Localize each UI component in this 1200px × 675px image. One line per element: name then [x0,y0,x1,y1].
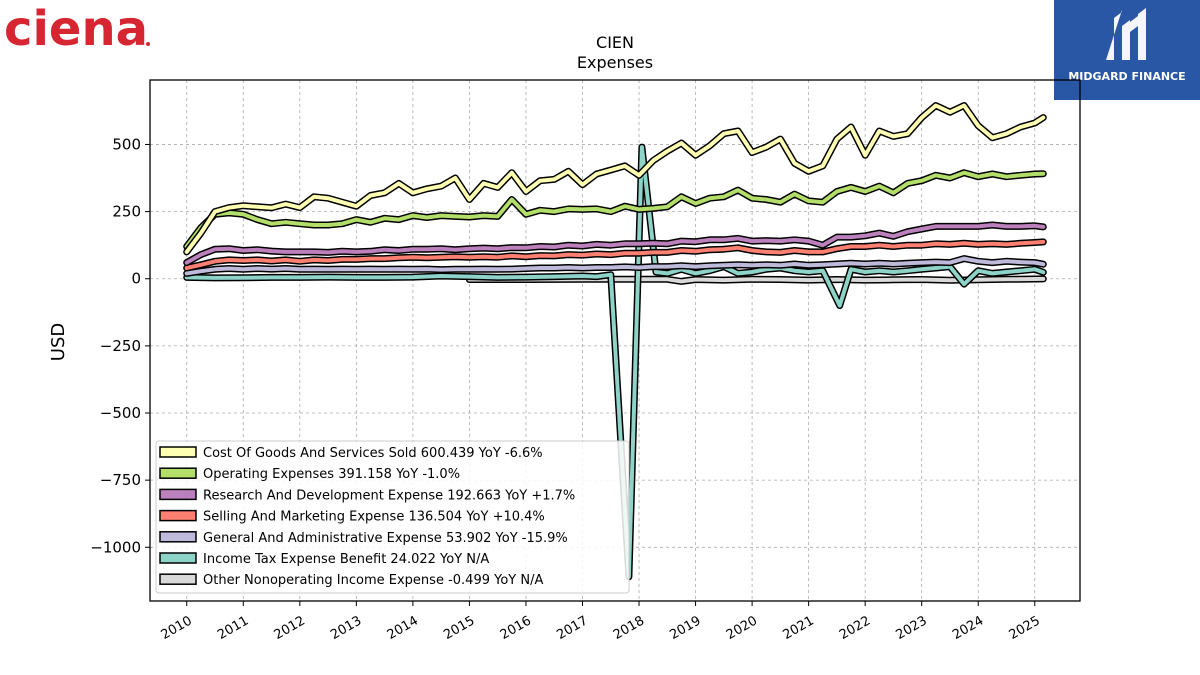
legend-swatch [159,509,197,522]
legend-box [155,440,630,594]
y-axis-label: USD [48,323,69,361]
x-tick-label: 2019 [667,613,703,643]
x-tick-label: 2010 [159,613,195,643]
legend-entry: Other Nonoperating Income Expense -0.499… [203,573,543,588]
legend-swatch [159,488,197,501]
x-tick-label: 2024 [950,613,986,643]
x-tick-label: 2022 [837,613,873,643]
x-tick-label: 2017 [554,613,590,643]
series-line-research-and-development-expense [184,223,1046,265]
legend-swatch [159,467,197,479]
legend-entry: General And Administrative Expense 53.90… [203,531,568,546]
x-tick-label: 2021 [780,613,816,643]
chart-subtitle: Expenses [577,53,653,72]
y-tick-label: −750 [100,471,141,489]
series-lines [183,102,1047,581]
x-tick-label: 2012 [272,613,308,643]
ciena-logo: ciena [4,0,164,64]
x-tick-label: 2016 [498,613,534,643]
x-tick-label: 2015 [441,613,477,643]
series-line-selling-and-marketing-expense [184,239,1046,270]
legend-swatch [159,573,197,585]
y-tick-label: 250 [112,203,141,221]
y-ticks: 500 250 0 −250 −500 −750 −1000 [90,135,150,556]
partner-logo-text: MIDGARD FINANCE [1068,70,1186,83]
legend-swatch [159,531,197,543]
x-tick-label: 2013 [328,613,364,643]
x-tick-label: 2020 [724,613,760,643]
y-tick-label: 500 [112,135,141,153]
midgard-finance-logo: MIDGARD FINANCE [1054,0,1200,100]
y-tick-label: −250 [100,337,141,355]
x-tick-label: 2023 [894,613,930,643]
legend: Cost Of Goods And Services Sold 600.439 … [155,440,630,594]
x-tick-label: 2011 [215,613,251,643]
y-tick-label: 0 [131,270,141,288]
plot-frame [149,79,1081,602]
x-ticks: 2010 2011 2012 2013 2014 2015 2016 2017 2018 2019… [159,601,1043,643]
legend-swatch [159,446,197,458]
legend-entry: Operating Expenses 391.158 YoY -1.0% [203,467,460,482]
x-tick-label: 2018 [611,613,647,643]
legend-swatch [159,552,197,564]
legend-entry: Income Tax Expense Benefit 24.022 YoY N/… [203,552,489,567]
ciena-logo-text: ciena [4,1,148,57]
chart-title: CIEN [596,33,634,52]
legend-entry: Research And Development Expense 192.663… [203,488,575,503]
x-tick-label: 2025 [1007,613,1043,643]
series-line-operating-expenses [184,170,1046,249]
x-tick-label: 2014 [385,613,421,643]
y-tick-label: −500 [100,404,141,422]
legend-entry: Selling And Marketing Expense 136.504 Yo… [203,510,545,525]
y-tick-label: −1000 [90,538,141,556]
series-line-general-and-administrative-expense [184,256,1046,276]
series-line-cost-of-goods-and-services-sold [184,103,1046,254]
legend-entry: Cost Of Goods And Services Sold 600.439 … [203,446,543,461]
